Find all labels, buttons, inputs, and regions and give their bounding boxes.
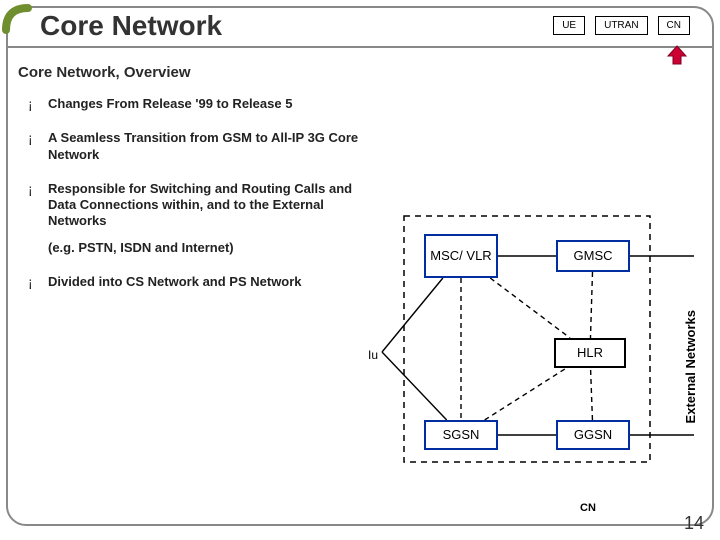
bullet-list: Changes From Release '99 to Release 5 A …	[28, 96, 368, 308]
bullet-item: Responsible for Switching and Routing Ca…	[28, 181, 368, 230]
slide-title: Core Network	[40, 10, 222, 42]
legend-cn: CN	[658, 16, 690, 35]
network-diagram: Iu External Networks MSC/ VLRGMSCHLRSGSN…	[390, 220, 690, 480]
legend-ue: UE	[553, 16, 585, 35]
node-ggsn: GGSN	[556, 420, 630, 450]
node-sgsn: SGSN	[424, 420, 498, 450]
bullet-subitem: (e.g. PSTN, ISDN and Internet)	[28, 240, 368, 256]
bullet-item: Divided into CS Network and PS Network	[28, 274, 368, 290]
iu-label: Iu	[368, 348, 378, 362]
node-hlr: HLR	[554, 338, 626, 368]
bullet-item: Changes From Release '99 to Release 5	[28, 96, 368, 112]
slide: Core Network UE UTRAN CN Core Network, O…	[0, 0, 720, 540]
node-msc: MSC/ VLR	[424, 234, 498, 278]
legend-utran: UTRAN	[595, 16, 647, 35]
cn-label: CN	[580, 502, 596, 514]
external-networks-label: External Networks	[683, 310, 698, 423]
up-arrow-icon	[666, 44, 688, 66]
page-number: 14	[684, 513, 704, 534]
legend: UE UTRAN CN	[553, 16, 690, 35]
bullet-item: A Seamless Transition from GSM to All-IP…	[28, 130, 368, 163]
slide-subtitle: Core Network, Overview	[18, 64, 191, 81]
node-gmsc: GMSC	[556, 240, 630, 272]
